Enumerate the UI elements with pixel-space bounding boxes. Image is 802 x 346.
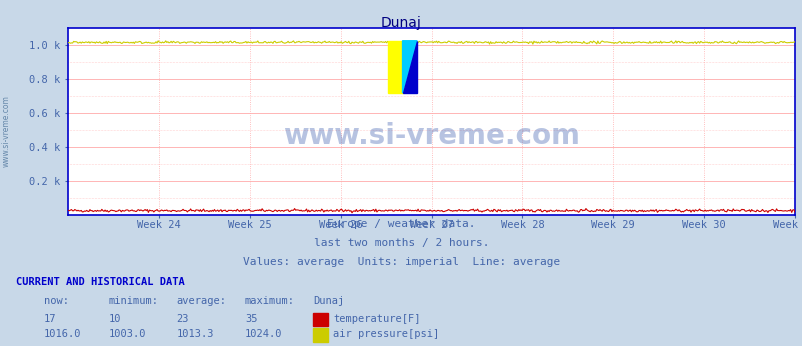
Text: now:: now: bbox=[44, 297, 69, 307]
Text: 1003.0: 1003.0 bbox=[108, 329, 146, 339]
Text: 35: 35 bbox=[245, 314, 257, 324]
Text: average:: average: bbox=[176, 297, 226, 307]
Text: minimum:: minimum: bbox=[108, 297, 158, 307]
Text: Europe / weather data.: Europe / weather data. bbox=[327, 219, 475, 229]
Text: 1013.3: 1013.3 bbox=[176, 329, 214, 339]
Text: temperature[F]: temperature[F] bbox=[333, 314, 420, 324]
Text: Dunaj: Dunaj bbox=[381, 16, 421, 29]
Text: last two months / 2 hours.: last two months / 2 hours. bbox=[314, 238, 488, 248]
FancyBboxPatch shape bbox=[387, 41, 402, 93]
Text: www.si-vreme.com: www.si-vreme.com bbox=[283, 122, 579, 150]
Text: air pressure[psi]: air pressure[psi] bbox=[333, 329, 439, 339]
Text: Values: average  Units: imperial  Line: average: Values: average Units: imperial Line: av… bbox=[242, 257, 560, 267]
Text: CURRENT AND HISTORICAL DATA: CURRENT AND HISTORICAL DATA bbox=[16, 277, 184, 288]
Polygon shape bbox=[402, 41, 416, 93]
Text: 23: 23 bbox=[176, 314, 189, 324]
Text: 10: 10 bbox=[108, 314, 121, 324]
Text: Dunaj: Dunaj bbox=[313, 297, 344, 307]
Text: 17: 17 bbox=[44, 314, 57, 324]
Text: www.si-vreme.com: www.si-vreme.com bbox=[2, 95, 11, 167]
Text: 1024.0: 1024.0 bbox=[245, 329, 282, 339]
Text: 1016.0: 1016.0 bbox=[44, 329, 82, 339]
Polygon shape bbox=[402, 41, 416, 93]
Text: maximum:: maximum: bbox=[245, 297, 294, 307]
